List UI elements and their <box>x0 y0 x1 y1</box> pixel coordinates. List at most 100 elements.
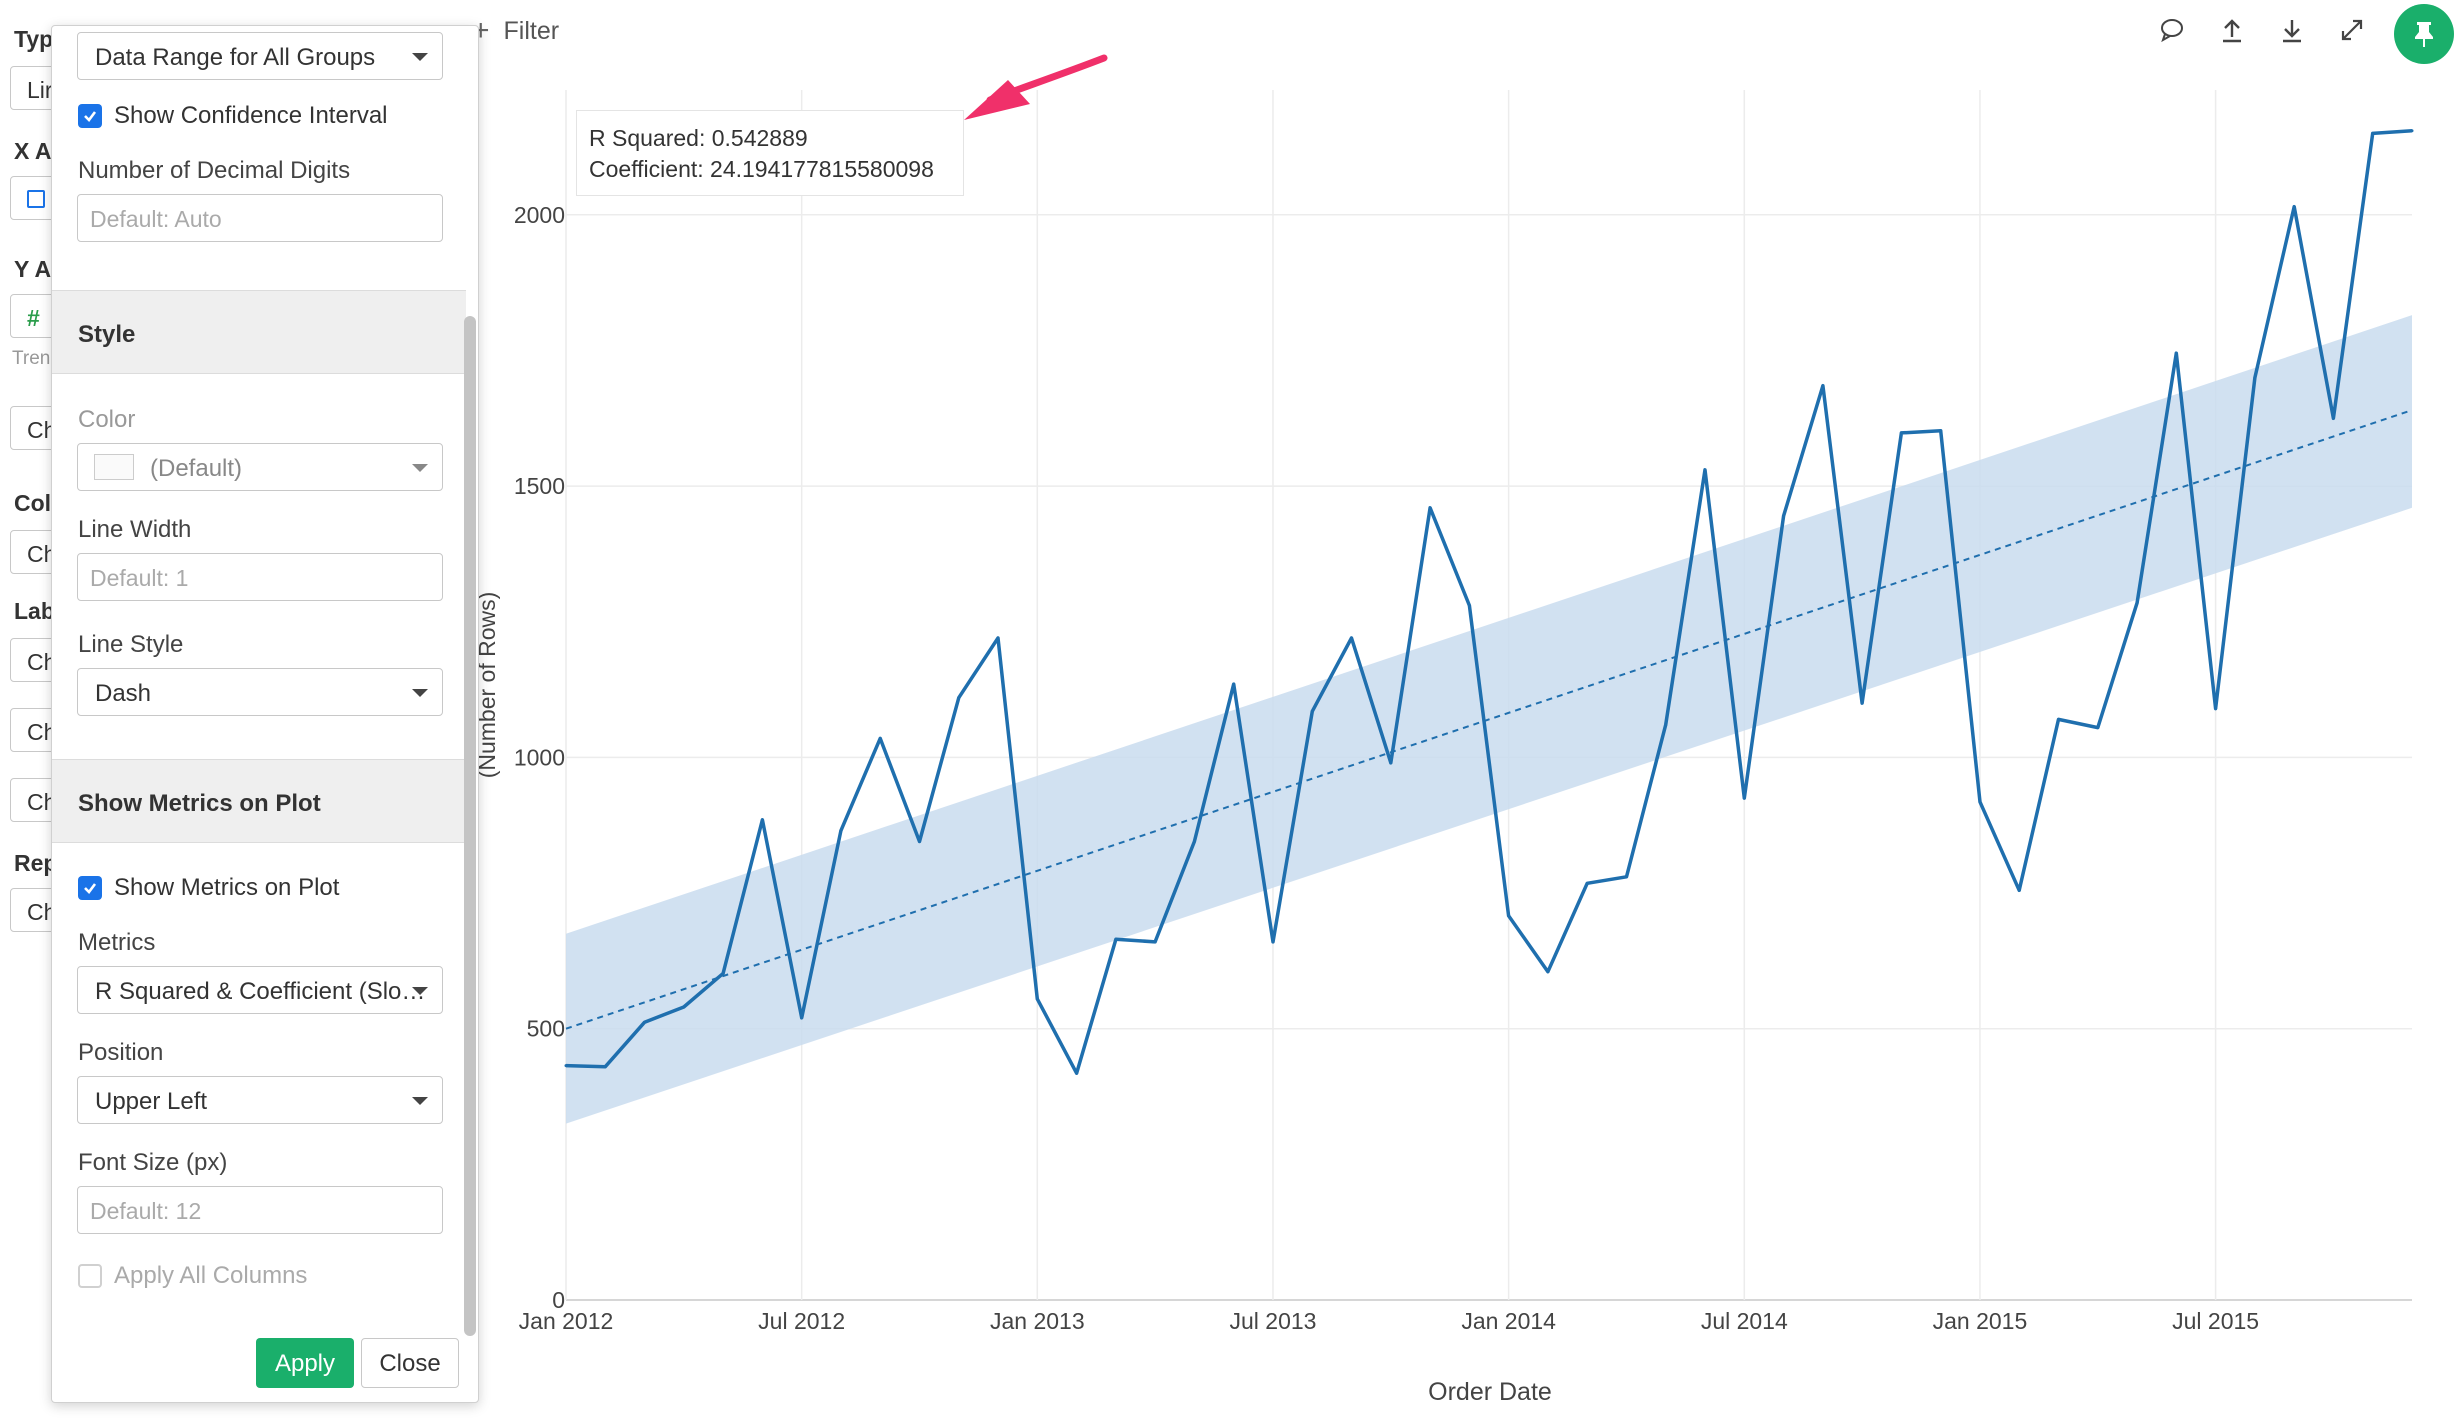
trend-line <box>565 409 2413 1030</box>
show-ci-label: Show Confidence Interval <box>114 102 388 129</box>
checkbox-checked-icon <box>78 104 102 128</box>
chevron-down-icon <box>412 464 428 472</box>
data-point <box>1624 875 1628 879</box>
color-label: Color <box>78 406 136 433</box>
metrics-section-header[interactable]: Show Metrics on Plot <box>52 759 466 843</box>
decimal-digits-label: Number of Decimal Digits <box>78 157 351 184</box>
bg-label-y-axis: Y A <box>14 256 52 282</box>
data-point <box>1782 514 1786 518</box>
metrics-select[interactable]: R Squared & Coefficient (Slo… <box>77 966 443 1014</box>
data-point <box>1153 940 1157 944</box>
checkbox-checked-icon <box>78 876 102 900</box>
y-tick-label: 0 <box>552 1287 565 1313</box>
data-point <box>1389 761 1393 765</box>
close-button[interactable]: Close <box>361 1338 459 1388</box>
bg-label-color: Col <box>14 490 52 516</box>
data-point <box>1075 1071 1079 1075</box>
x-tick-label: Jul 2013 <box>1229 1308 1316 1334</box>
data-point <box>1546 970 1550 974</box>
data-point <box>1585 881 1589 885</box>
metrics-label: Metrics <box>78 929 156 956</box>
data-point <box>1821 384 1825 388</box>
data-point <box>996 636 1000 640</box>
data-point <box>1192 840 1196 844</box>
bg-label-x-axis: X A <box>14 138 52 164</box>
position-label: Position <box>78 1039 164 1066</box>
font-size-label: Font Size (px) <box>78 1149 228 1176</box>
chevron-down-icon <box>412 689 428 697</box>
panel-scrollbar[interactable] <box>464 316 476 1336</box>
data-point <box>1664 723 1668 727</box>
filter-label: Filter <box>503 16 560 45</box>
data-point <box>957 696 961 700</box>
x-axis-title: Order Date <box>1428 1378 1552 1406</box>
data-range-value: Data Range for All Groups <box>95 44 376 71</box>
show-confidence-interval-checkbox[interactable]: Show Confidence Interval <box>78 102 388 130</box>
coefficient-text: Coefficient: 24.194177815580098 <box>589 156 934 182</box>
data-point <box>2253 376 2257 380</box>
apply-all-columns-checkbox[interactable]: Apply All Columns <box>78 1262 307 1290</box>
data-point <box>1428 506 1432 510</box>
data-point <box>800 1016 804 1020</box>
data-point <box>2135 601 2139 605</box>
line-width-input[interactable]: Default: 1 <box>77 553 443 601</box>
position-select[interactable]: Upper Left <box>77 1076 443 1124</box>
r-squared-text: R Squared: 0.542889 <box>589 125 808 151</box>
data-point <box>2057 717 2061 721</box>
data-point <box>1310 709 1314 713</box>
comment-icon[interactable] <box>2156 14 2188 46</box>
metrics-overlay: R Squared: 0.542889 Coefficient: 24.1941… <box>576 110 964 196</box>
calendar-icon <box>27 190 45 208</box>
data-point <box>839 829 843 833</box>
data-point <box>564 1064 568 1068</box>
data-point <box>1939 429 1943 433</box>
data-point <box>1860 701 1864 705</box>
data-point <box>2371 131 2375 135</box>
data-point <box>1114 937 1118 941</box>
confidence-interval-band <box>566 315 2412 1124</box>
y-tick-label: 2000 <box>514 202 565 228</box>
color-select[interactable]: (Default) <box>77 443 443 491</box>
font-size-input[interactable]: Default: 12 <box>77 1186 443 1234</box>
x-tick-label: Jan 2015 <box>1933 1308 2028 1334</box>
chevron-down-icon <box>412 1097 428 1105</box>
data-point <box>603 1065 607 1069</box>
checkbox-unchecked-icon <box>78 1264 102 1288</box>
data-point <box>2096 726 2100 730</box>
data-point <box>2410 129 2414 133</box>
show-metrics-checkbox[interactable]: Show Metrics on Plot <box>78 874 339 902</box>
chevron-down-icon <box>412 987 428 995</box>
data-point <box>2174 351 2178 355</box>
data-point <box>760 818 764 822</box>
upload-icon[interactable] <box>2216 14 2248 46</box>
pin-button[interactable] <box>2394 4 2454 64</box>
y-tick-label: 1500 <box>514 473 565 499</box>
data-point <box>1350 636 1354 640</box>
y-tick-label: 500 <box>527 1016 565 1042</box>
bg-label-type: Typ <box>14 26 54 52</box>
trend-settings-panel: Data Range for All Groups Show Confidenc… <box>51 25 479 1403</box>
data-point <box>2292 205 2296 209</box>
data-point <box>2214 707 2218 711</box>
apply-button[interactable]: Apply <box>256 1338 354 1388</box>
pin-icon <box>2415 22 2433 47</box>
color-swatch-icon <box>94 454 134 480</box>
expand-icon[interactable] <box>2336 14 2368 46</box>
data-point <box>721 971 725 975</box>
x-tick-label: Jul 2014 <box>1701 1308 1788 1334</box>
y-tick-label: 1000 <box>514 744 565 770</box>
data-point <box>1467 603 1471 607</box>
data-point <box>917 840 921 844</box>
data-range-select[interactable]: Data Range for All Groups <box>77 32 443 80</box>
bg-label-label: Lab <box>14 598 55 624</box>
decimal-digits-input[interactable]: Default: Auto <box>77 194 443 242</box>
x-tick-label: Jan 2013 <box>990 1308 1085 1334</box>
position-value: Upper Left <box>95 1088 208 1115</box>
series-line-rows <box>565 128 2413 1075</box>
line-style-select[interactable]: Dash <box>77 668 443 716</box>
download-icon[interactable] <box>2276 14 2308 46</box>
bg-label-repeat: Rep <box>14 850 58 876</box>
style-section-header[interactable]: Style <box>52 290 466 374</box>
filter-button[interactable]: + Filter <box>472 16 559 46</box>
data-point <box>682 1005 686 1009</box>
